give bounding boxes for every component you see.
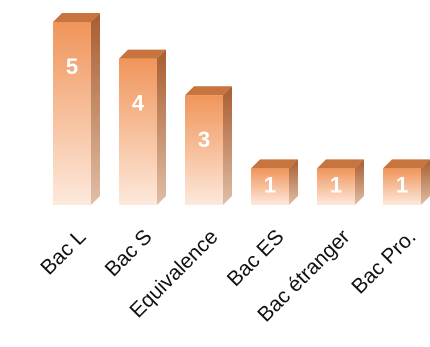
bar-side-face [289,159,298,205]
x-tick-label: Bac S [101,225,157,281]
data-label: 4 [132,91,145,116]
data-labels-layer: 5 4 3 1 1 1 [66,54,408,197]
bar-front-face [185,95,223,205]
bar [383,159,430,205]
bar-top-face [185,86,232,96]
data-label: 1 [396,172,408,197]
bar-side-face [91,13,100,205]
bars-layer [53,13,430,205]
bar-front-face [251,168,289,205]
data-label: 1 [330,172,342,197]
bar-front-face [53,22,91,205]
bar [119,49,166,205]
bar-side-face [223,86,232,205]
bar-side-face [355,159,364,205]
data-label: 5 [66,54,78,79]
bar [185,86,232,205]
x-tick-label: Bac L [36,225,90,279]
bar-front-face [317,168,355,205]
bar-top-face [383,159,430,169]
bar-side-face [421,159,430,205]
bar-top-face [53,13,100,22]
bar-top-face [317,159,364,169]
bar [53,13,100,205]
bar-side-face [157,49,166,205]
bar-top-face [119,49,166,59]
x-tick-label: Bac Pro. [347,225,420,298]
bar-front-face [383,168,421,205]
bar-top-face [251,159,298,169]
x-tick-label: Bac ES [223,225,289,291]
bar [251,159,298,205]
bar [317,159,364,205]
data-label: 1 [264,172,276,197]
data-label: 3 [198,127,210,152]
bar-front-face [119,58,157,205]
